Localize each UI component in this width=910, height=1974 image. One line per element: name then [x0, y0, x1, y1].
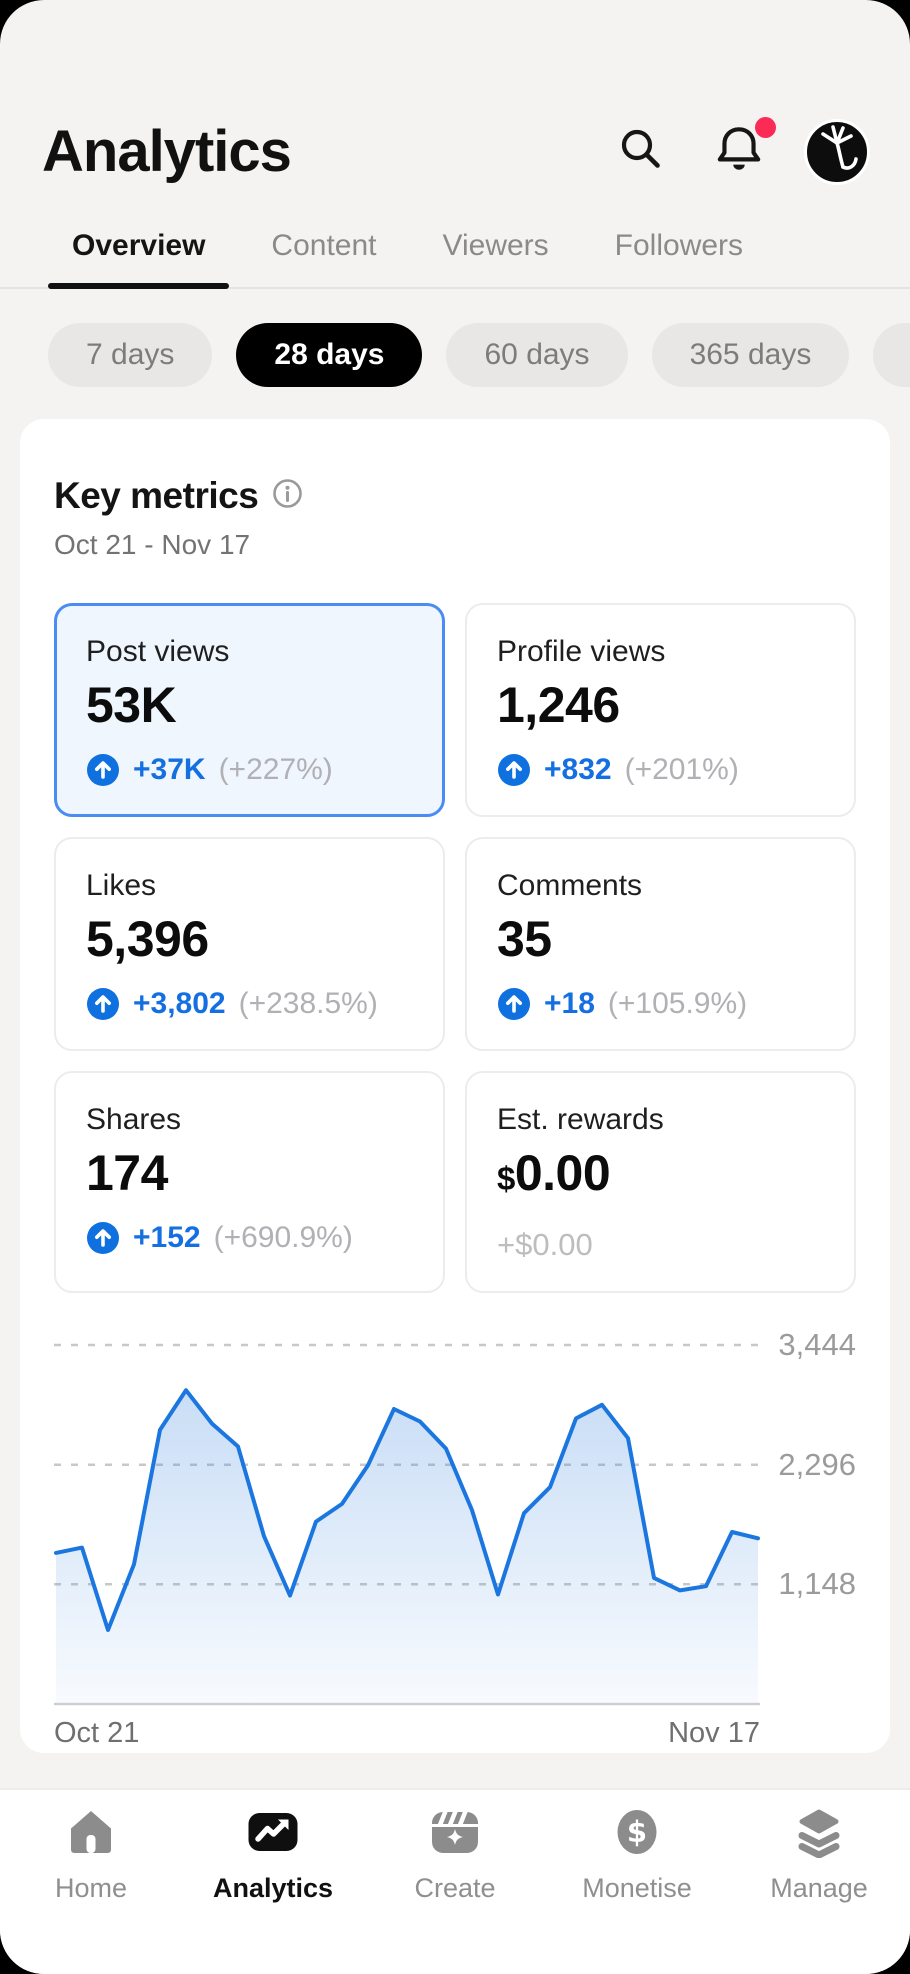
key-metrics-title: Key metrics: [54, 475, 259, 516]
tab-content[interactable]: Content: [271, 229, 377, 262]
page-title: Analytics: [42, 119, 292, 184]
post-views-chart[interactable]: Oct 21 Nov 17 1,148 2,296 3,444: [54, 1327, 856, 1749]
profile-avatar[interactable]: [804, 118, 870, 185]
nav-label: Manage: [770, 1873, 868, 1903]
x-axis-label-start: Oct 21: [54, 1717, 140, 1749]
header-actions: [608, 116, 870, 185]
metric-delta: +152: [133, 1221, 201, 1254]
create-icon: [429, 1806, 481, 1863]
metric-value: 1,246: [497, 677, 620, 733]
metric-value: $0.00: [497, 1145, 824, 1201]
bottom-nav: Home Analytics: [0, 1788, 910, 1974]
metric-card-likes[interactable]: Likes 5,396 +3,802 (+238.5%): [54, 837, 445, 1051]
tab-bar: Overview Content Viewers Followers: [0, 185, 910, 289]
metric-card-shares[interactable]: Shares 174 +152 (+690.9%): [54, 1071, 445, 1293]
key-metrics-card: Key metrics Oct 21 - Nov 17 Post views 5…: [20, 419, 890, 1753]
views-chart-svg: [54, 1343, 760, 1706]
metric-card-profile-views[interactable]: Profile views 1,246 +832 (+201%): [465, 603, 856, 817]
date-range-chips: 7 days 28 days 60 days 365 days Cu: [0, 301, 910, 387]
metric-delta: +18: [544, 987, 595, 1020]
nav-item-home[interactable]: Home: [0, 1806, 182, 1904]
search-button[interactable]: [608, 119, 674, 185]
metric-delta-plain: +$0.00: [497, 1227, 593, 1262]
nav-item-analytics[interactable]: Analytics: [182, 1806, 364, 1904]
notifications-button[interactable]: [706, 116, 776, 185]
metric-amount: 0.00: [514, 1145, 611, 1201]
chart-area-fill: [56, 1390, 758, 1704]
metric-label: Post views: [86, 635, 230, 668]
avatar-logo-icon: [807, 119, 867, 184]
y-axis-label: 1,148: [778, 1566, 856, 1601]
nav-label: Create: [414, 1873, 496, 1903]
metric-label: Likes: [86, 869, 157, 902]
arrow-up-icon: [86, 987, 120, 1021]
manage-icon: [793, 1806, 845, 1863]
chip-7-days[interactable]: 7 days: [48, 323, 213, 387]
key-metrics-date-range: Oct 21 - Nov 17: [54, 529, 251, 560]
metric-label: Comments: [497, 869, 643, 902]
metric-delta-pct: (+238.5%): [238, 987, 378, 1020]
nav-item-monetise[interactable]: $ Monetise: [546, 1806, 728, 1904]
nav-item-manage[interactable]: Manage: [728, 1806, 910, 1904]
header: Analytics: [0, 0, 910, 185]
metric-label: Profile views: [497, 635, 666, 668]
metric-card-comments[interactable]: Comments 35 +18 (+105.9%): [465, 837, 856, 1051]
metric-value: 174: [86, 1145, 168, 1201]
svg-text:$: $: [627, 1815, 647, 1849]
metric-label: Est. rewards: [497, 1103, 664, 1136]
metric-delta-pct: (+105.9%): [607, 987, 748, 1020]
tab-overview[interactable]: Overview: [48, 229, 230, 289]
metric-delta: +3,802: [133, 987, 226, 1020]
key-metrics-header: Key metrics: [54, 475, 856, 517]
metric-delta-pct: (+201%): [624, 753, 739, 786]
metric-value: 35: [497, 911, 552, 967]
monetise-icon: $: [611, 1806, 663, 1863]
y-axis-label: 3,444: [778, 1327, 856, 1362]
chart-line: [54, 1388, 760, 1632]
analytics-icon: [247, 1806, 299, 1863]
arrow-up-icon: [497, 987, 531, 1021]
nav-label: Analytics: [212, 1873, 334, 1903]
tab-followers[interactable]: Followers: [614, 229, 744, 262]
nav-label: Home: [54, 1873, 128, 1903]
y-axis-label: 2,296: [778, 1447, 856, 1482]
metric-label: Shares: [86, 1103, 182, 1136]
metric-delta: +37K: [133, 753, 206, 786]
chip-60-days[interactable]: 60 days: [446, 323, 628, 387]
bell-icon: [712, 122, 766, 181]
tab-viewers[interactable]: Viewers: [442, 229, 549, 262]
metric-card-est-rewards[interactable]: Est. rewards $0.00 +$0.00: [465, 1071, 856, 1293]
metric-card-post-views[interactable]: Post views 53K +37K (+227%): [54, 603, 445, 817]
chip-custom[interactable]: Cu: [873, 323, 910, 387]
home-icon: [65, 1806, 117, 1863]
nav-item-create[interactable]: Create: [364, 1806, 546, 1904]
metric-value: 53K: [86, 677, 177, 733]
search-icon: [615, 123, 667, 180]
metric-delta-pct: (+227%): [218, 753, 333, 786]
currency-symbol: $: [497, 1160, 515, 1197]
metric-delta: +832: [544, 753, 612, 786]
metrics-grid: Post views 53K +37K (+227%) Profile view…: [54, 603, 856, 1293]
x-axis-label-end: Nov 17: [668, 1717, 760, 1749]
arrow-up-icon: [497, 753, 531, 787]
info-icon[interactable]: [272, 478, 303, 514]
metric-value: 5,396: [86, 911, 209, 967]
chip-28-days[interactable]: 28 days: [236, 323, 423, 387]
nav-label: Monetise: [582, 1873, 692, 1903]
chip-365-days[interactable]: 365 days: [651, 323, 850, 387]
arrow-up-icon: [86, 1221, 120, 1255]
notification-badge-dot: [755, 116, 776, 138]
metric-delta-pct: (+690.9%): [213, 1221, 353, 1254]
arrow-up-icon: [86, 753, 120, 787]
